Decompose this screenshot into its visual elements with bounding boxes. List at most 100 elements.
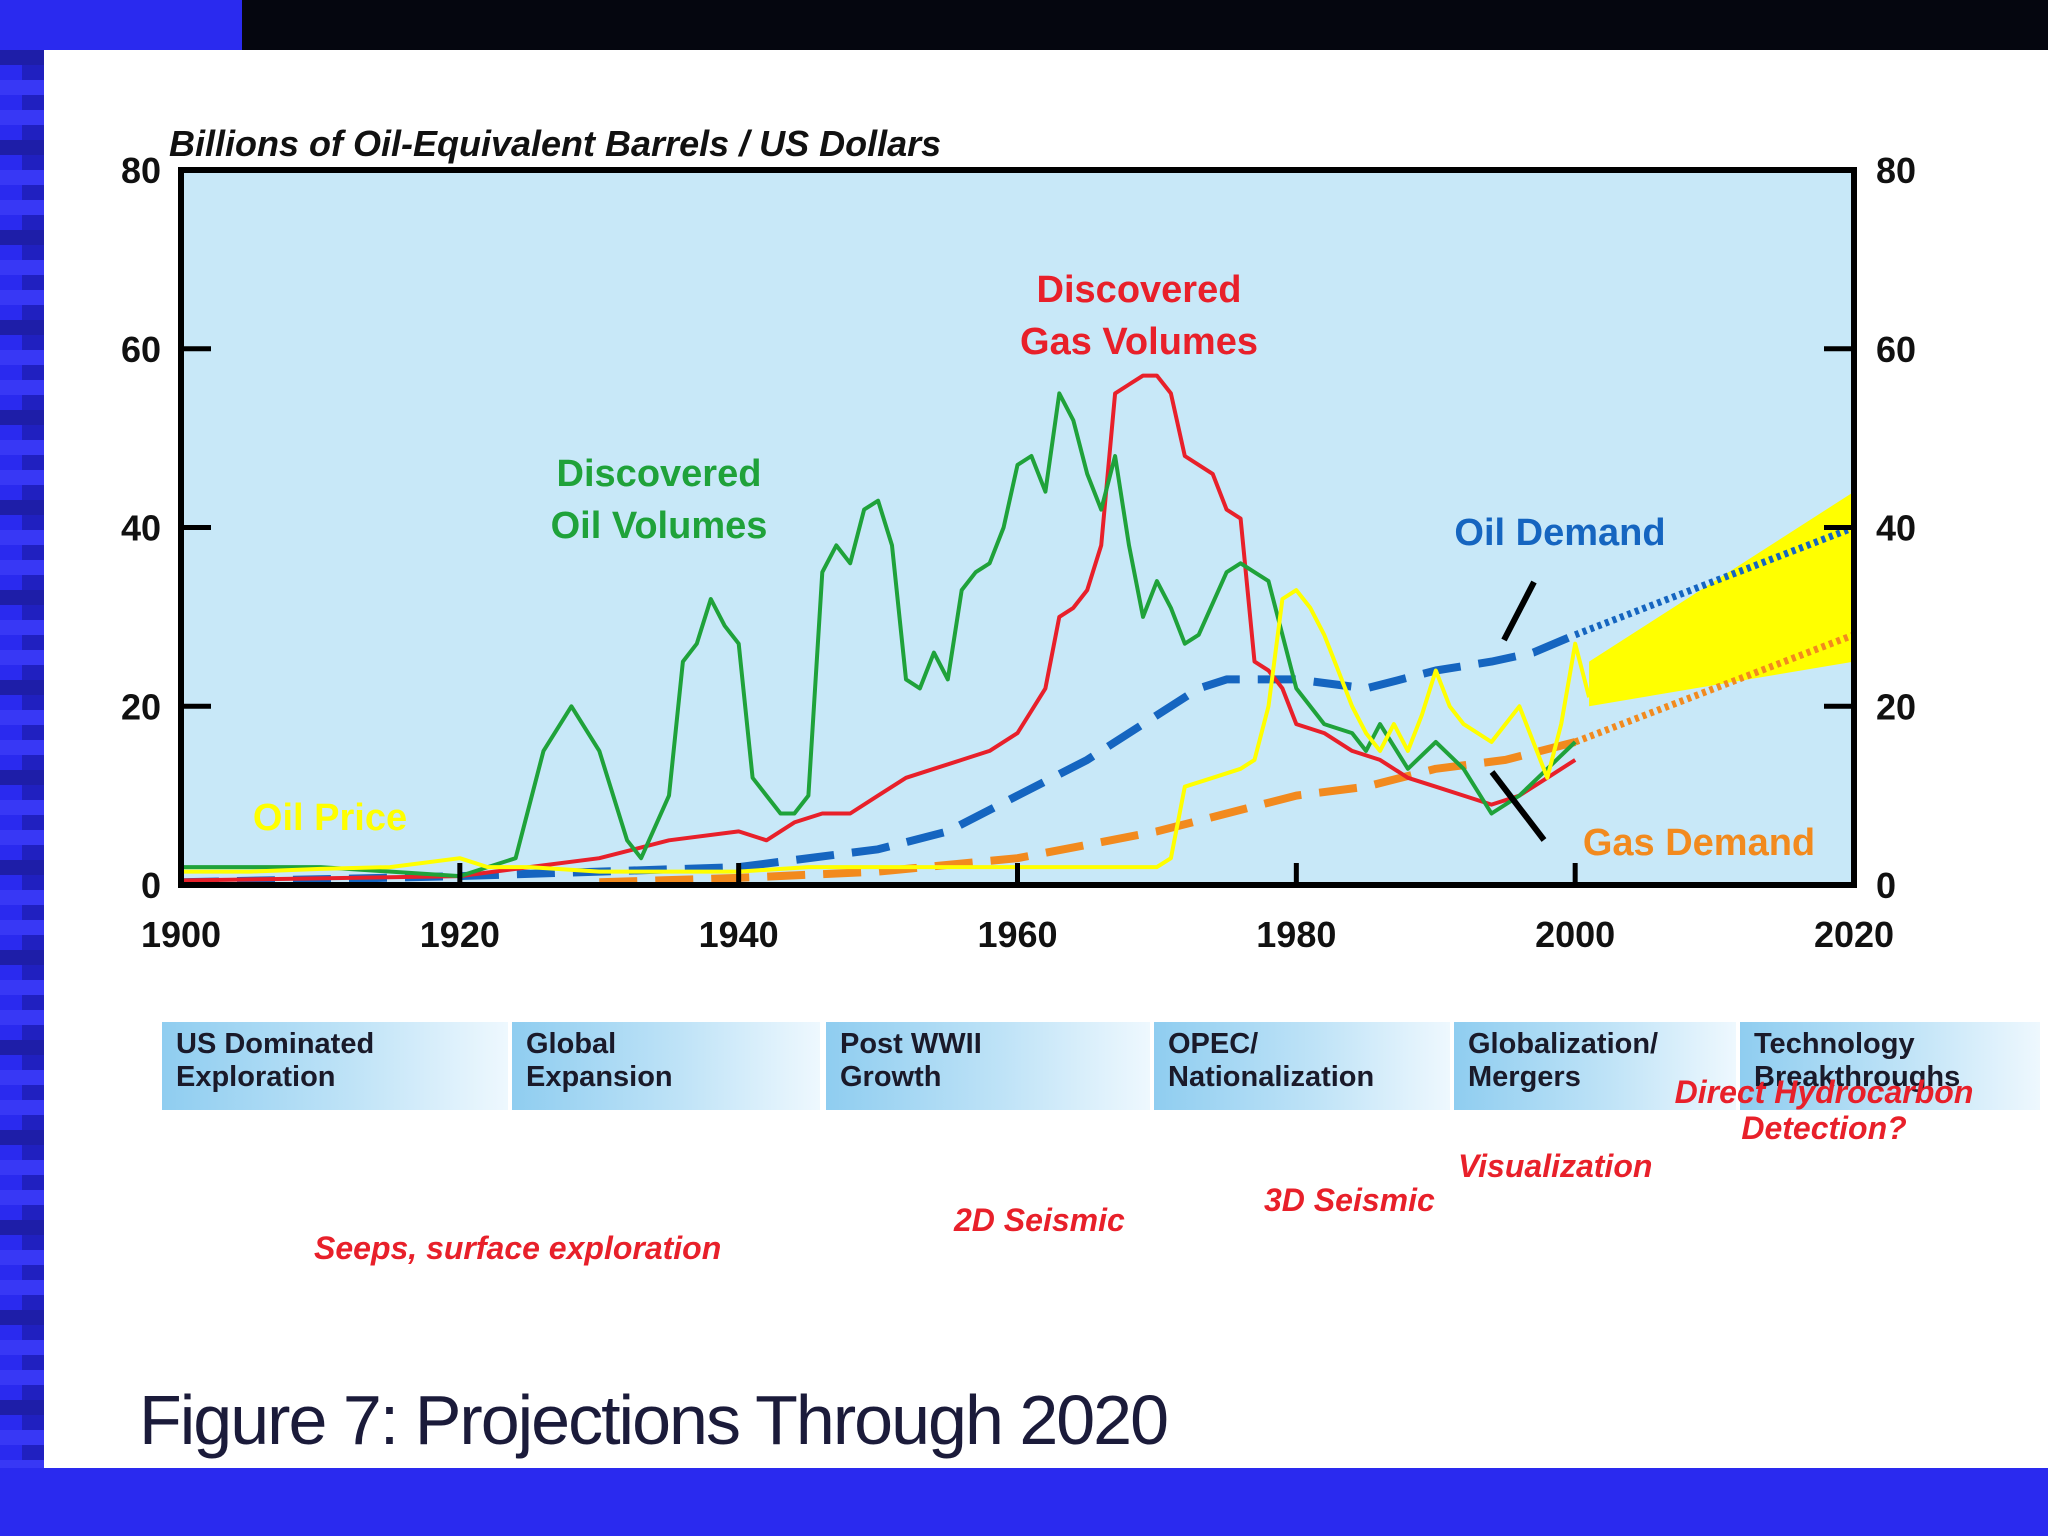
stripe (0, 1460, 44, 1470)
series-oil-demand-projection (1573, 524, 1856, 639)
y-tick-label-right: 40 (1876, 508, 1916, 549)
left-stripes-decoration (0, 50, 44, 1470)
tech-direct-detection: Direct Hydrocarbon Detection? (1674, 1074, 1974, 1146)
y-tick-label: 40 (121, 508, 161, 549)
oil-demand-pointer (1501, 580, 1537, 642)
stripe (22, 785, 44, 800)
stripe (0, 50, 44, 65)
stripe (22, 335, 44, 350)
stripe (0, 530, 44, 545)
top-bar (242, 0, 2048, 50)
stripe (22, 1325, 44, 1340)
stripe (22, 155, 44, 170)
bottom-bar (0, 1468, 2048, 1536)
y-tick-label: 0 (141, 865, 161, 906)
stripe (0, 1160, 44, 1175)
stripe (0, 140, 44, 155)
stripe (22, 1025, 44, 1040)
oil-price-projection-band (1589, 491, 1854, 707)
stripe (0, 1280, 44, 1295)
stripe (0, 830, 44, 845)
label-gas-volumes: Gas Volumes (1020, 321, 1258, 363)
stripe (0, 1250, 44, 1265)
y-tick-label-right: 60 (1876, 329, 1916, 370)
x-tick-label: 2020 (1814, 914, 1894, 955)
stripe (22, 65, 44, 80)
era-global-expansion: Global Expansion (512, 1022, 820, 1110)
stripe (22, 1355, 44, 1370)
label-oil-price: Oil Price (253, 797, 407, 839)
gas-demand-pointer (1489, 770, 1547, 842)
stripe (22, 635, 44, 650)
stripe (0, 1220, 44, 1235)
stripe (0, 1310, 44, 1325)
stripe (22, 95, 44, 110)
stripe (0, 620, 44, 635)
stripe (22, 1055, 44, 1070)
stripe (22, 965, 44, 980)
y-tick-label: 60 (121, 329, 161, 370)
stripe (0, 740, 44, 755)
label-oil-volumes: Discovered (557, 453, 762, 495)
stripe (22, 1145, 44, 1160)
stripe (22, 575, 44, 590)
stripe (22, 845, 44, 860)
era-opec: OPEC/ Nationalization (1154, 1022, 1450, 1110)
tech-3d-seismic: 3D Seismic (1264, 1182, 1435, 1218)
stripe (0, 890, 44, 905)
stripe (0, 320, 44, 335)
x-tick-label: 1980 (1256, 914, 1336, 955)
stripe (22, 1385, 44, 1400)
stripe (0, 770, 44, 785)
stripe (0, 410, 44, 425)
stripe (0, 560, 44, 575)
label-gas-demand: Gas Demand (1583, 822, 1815, 864)
series-oil-price (181, 588, 1592, 874)
stripe (0, 920, 44, 935)
stripe (22, 275, 44, 290)
stripe (22, 995, 44, 1010)
stripe (0, 380, 44, 395)
stripe (0, 260, 44, 275)
series-gas-demand-projection (1573, 631, 1856, 746)
stripe (22, 755, 44, 770)
stripe (0, 650, 44, 665)
series-oil-volumes (181, 391, 1577, 879)
stripe (22, 1295, 44, 1310)
slide: Billions of Oil-Equivalent Barrels / US … (44, 50, 2048, 1468)
stripe (22, 695, 44, 710)
series-oil-demand (180, 631, 1577, 887)
stripe (22, 305, 44, 320)
stripe (0, 1340, 44, 1355)
y-tick-label-right: 80 (1876, 150, 1916, 191)
y-tick-label: 20 (121, 686, 161, 727)
stripe (22, 425, 44, 440)
stripe (0, 200, 44, 215)
stripe (22, 245, 44, 260)
stripe (0, 1430, 44, 1445)
stripe (22, 725, 44, 740)
stripe (22, 815, 44, 830)
stripe (0, 170, 44, 185)
stripe (22, 1265, 44, 1280)
stripe (22, 485, 44, 500)
chart: 0 20 40 60 80 0 20 40 60 80 1900 1920 1940 1960 1980 20… (121, 150, 1916, 955)
stripe (0, 860, 44, 875)
x-tick-label: 1940 (699, 914, 779, 955)
stripe (0, 350, 44, 365)
x-tick-label: 2000 (1535, 914, 1615, 955)
stripe (0, 110, 44, 125)
stripe (22, 1085, 44, 1100)
stripe (22, 185, 44, 200)
stripe (0, 500, 44, 515)
stripe (22, 215, 44, 230)
stripe (22, 1205, 44, 1220)
era-globalization: Globalization/ Mergers (1454, 1022, 1736, 1110)
stripe (22, 665, 44, 680)
stripe (0, 710, 44, 725)
stripe (0, 590, 44, 605)
stripe (22, 515, 44, 530)
tech-2d-seismic: 2D Seismic (954, 1202, 1125, 1238)
y-tick-label: 80 (121, 150, 161, 191)
tech-seeps: Seeps, surface exploration (314, 1230, 722, 1266)
